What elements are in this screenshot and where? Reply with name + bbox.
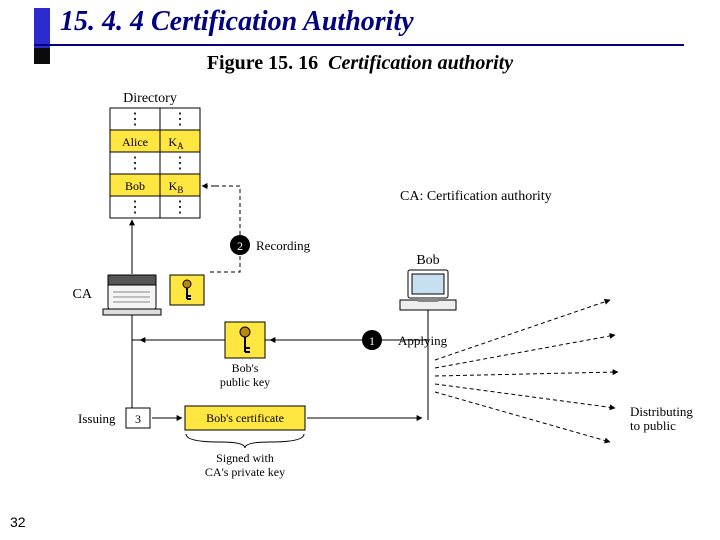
key-label-2: public key <box>220 375 270 389</box>
svg-text:⋮: ⋮ <box>127 199 143 216</box>
ca-legend: CA: Certification authority <box>400 189 552 204</box>
svg-text:1: 1 <box>369 334 375 348</box>
issuing-label: Issuing <box>78 411 116 426</box>
svg-text:Signed with: Signed with <box>216 451 274 465</box>
cert-label: Bob's certificate <box>206 411 284 425</box>
dist-label-1: Distributing <box>630 404 693 419</box>
svg-text:3: 3 <box>135 412 141 426</box>
svg-text:⋮: ⋮ <box>172 155 188 172</box>
ca-server-icon <box>103 275 161 315</box>
dist-label-2: to public <box>630 418 676 433</box>
svg-text:2: 2 <box>237 239 243 253</box>
svg-text:Alice: Alice <box>122 135 148 149</box>
key-label-1: Bob's <box>232 361 259 375</box>
bob-public-key-box <box>225 322 265 358</box>
applying-label: Applying <box>398 333 448 348</box>
svg-text:⋮: ⋮ <box>172 111 188 128</box>
svg-text:⋮: ⋮ <box>127 155 143 172</box>
page-number: 32 <box>10 514 26 530</box>
svg-text:⋮: ⋮ <box>127 111 143 128</box>
diagram: Directory ⋮ ⋮ Alice KA ⋮ ⋮ Bob KB ⋮ ⋮ CA… <box>0 0 720 540</box>
svg-text:CA's private key: CA's private key <box>205 465 285 479</box>
distribute-fan <box>435 300 618 442</box>
svg-text:⋮: ⋮ <box>172 199 188 216</box>
ca-label: CA <box>73 287 93 302</box>
bob-computer-icon <box>400 270 456 310</box>
bob-label: Bob <box>416 253 439 268</box>
directory-label: Directory <box>123 91 177 106</box>
directory-table: ⋮ ⋮ Alice KA ⋮ ⋮ Bob KB ⋮ ⋮ <box>110 108 200 218</box>
svg-text:Bob: Bob <box>125 179 145 193</box>
recording-label: Recording <box>256 238 311 253</box>
ca-key-box <box>170 275 204 305</box>
